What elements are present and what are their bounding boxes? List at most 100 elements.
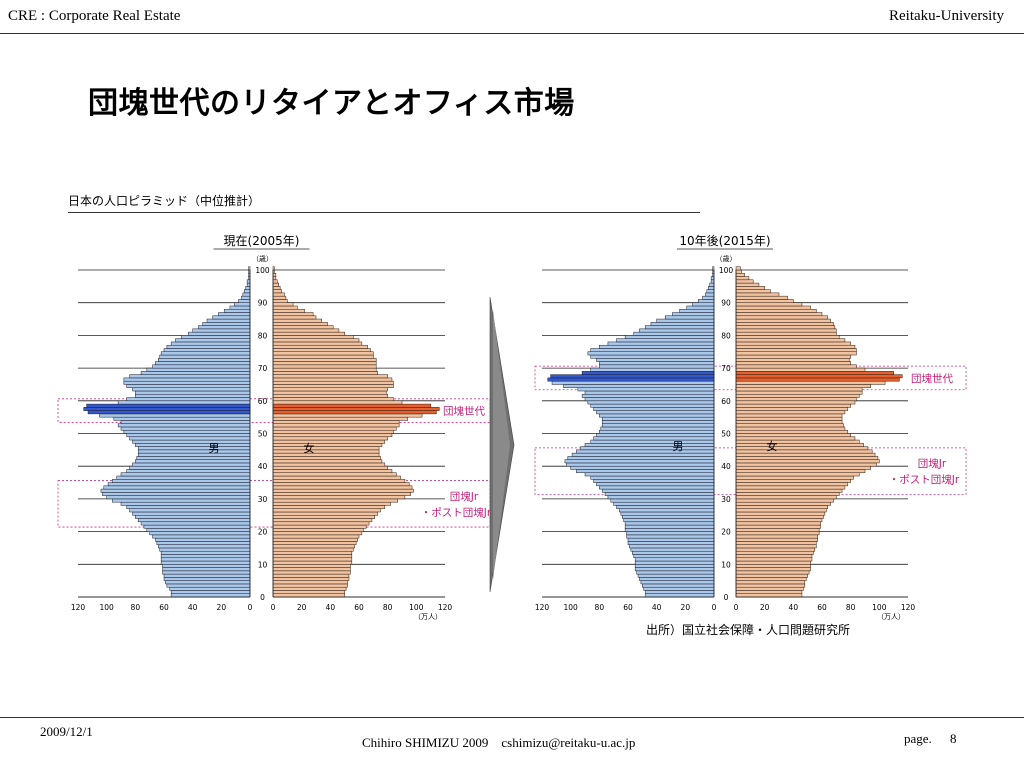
male-bar <box>160 554 251 559</box>
male-bar <box>206 318 251 323</box>
female-bar <box>735 550 814 555</box>
female-bar <box>735 380 886 385</box>
male-bar <box>132 439 251 444</box>
male-bar <box>634 564 715 568</box>
female-bar <box>272 564 351 568</box>
female-bar <box>735 586 804 591</box>
female-bar <box>735 328 837 333</box>
annotation-box <box>534 365 967 391</box>
annotation-text: ・ポスト団塊Jr <box>421 506 492 519</box>
female-bar <box>735 312 823 317</box>
female-bar <box>272 544 355 549</box>
male-bar <box>120 501 251 506</box>
male-bar <box>644 325 715 330</box>
male-bar <box>170 341 251 346</box>
female-bar <box>272 377 393 382</box>
male-bar <box>126 505 251 509</box>
female-bar <box>272 462 386 467</box>
female-bar <box>272 570 351 575</box>
male-bar <box>596 433 715 438</box>
male-bar <box>245 286 251 290</box>
female-bar <box>272 351 374 356</box>
female-bar <box>272 472 397 477</box>
male-bar <box>624 528 715 532</box>
female-bar <box>272 482 410 487</box>
female-bar <box>735 547 816 552</box>
female-bar <box>272 387 388 392</box>
female-bar <box>272 443 383 447</box>
footer-author: Chihiro SHIMIZU 2009 cshimizu@reitaku-u.… <box>362 735 636 750</box>
male-label: 男 <box>673 440 684 453</box>
female-bar <box>272 315 317 320</box>
female-bar <box>272 492 411 496</box>
female-bar <box>272 475 401 480</box>
female-bar <box>272 439 386 444</box>
male-bar <box>601 423 715 428</box>
value-unit-label: （万人） <box>414 613 442 621</box>
male-bar <box>137 452 251 457</box>
female-bar <box>272 446 380 451</box>
age-tick-label: 20 <box>721 528 731 537</box>
male-bar <box>129 374 251 379</box>
male-bar <box>623 518 715 523</box>
male-bar <box>708 286 715 290</box>
male-bar <box>607 495 715 500</box>
female-bar <box>735 354 851 359</box>
female-bar <box>735 557 813 562</box>
female-bar <box>735 377 900 382</box>
age-unit-label: （歳） <box>252 254 273 263</box>
header-divider <box>0 33 1024 34</box>
annotation-text: ・ポスト団塊Jr <box>889 473 960 486</box>
male-bar <box>149 531 251 536</box>
age-tick-label: 90 <box>258 299 268 308</box>
female-bar <box>272 433 393 438</box>
female-bar <box>272 397 394 402</box>
age-tick-label: 90 <box>721 299 731 308</box>
female-bar <box>272 361 377 366</box>
female-bar <box>735 269 742 274</box>
male-bar <box>112 498 251 503</box>
female-bar <box>735 518 823 523</box>
age-tick-label: 80 <box>258 331 268 340</box>
male-bar <box>137 518 251 523</box>
male-bar <box>581 394 715 398</box>
female-bar <box>272 279 278 284</box>
male-bar <box>135 394 251 398</box>
female-bar <box>272 325 334 330</box>
female-bar <box>272 266 275 271</box>
male-bar <box>202 322 251 326</box>
male-bar <box>593 436 715 441</box>
male-bar <box>627 541 715 545</box>
male-bar <box>587 351 715 356</box>
male-bar <box>146 367 251 372</box>
male-bar <box>120 472 251 477</box>
footer-divider <box>0 717 1024 718</box>
male-bar <box>132 511 251 516</box>
female-bar <box>272 547 354 552</box>
male-bar <box>626 531 715 536</box>
male-bar <box>633 331 715 336</box>
female-bar <box>735 577 807 581</box>
female-bar <box>272 299 288 303</box>
female-bar <box>272 586 347 591</box>
female-bar <box>272 410 437 415</box>
female-bar <box>735 593 803 598</box>
female-bar <box>272 501 391 506</box>
female-bar <box>735 335 840 339</box>
header-left-title: CRE : Corporate Real Estate <box>8 8 181 24</box>
female-bar <box>735 305 811 310</box>
male-bar <box>599 361 715 366</box>
male-bar <box>619 508 715 513</box>
male-bar <box>672 312 715 317</box>
male-bar <box>567 456 715 460</box>
male-bar <box>163 348 251 353</box>
male-bar <box>581 371 715 375</box>
male-bar <box>155 361 251 366</box>
age-tick-label: 50 <box>258 430 268 439</box>
female-bar <box>735 433 851 438</box>
male-bar <box>246 279 251 284</box>
female-bar <box>272 295 287 300</box>
footer-page-label: page. <box>904 731 932 746</box>
male-bar <box>86 403 251 408</box>
